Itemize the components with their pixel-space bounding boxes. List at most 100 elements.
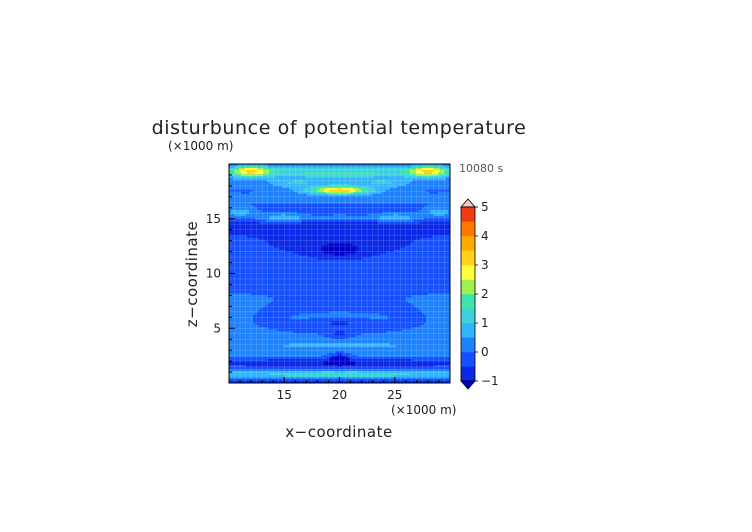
heatmap-cell xyxy=(323,199,326,203)
heatmap-cell xyxy=(301,241,304,244)
heatmap-cell xyxy=(443,229,447,232)
heatmap-cell xyxy=(361,181,364,185)
heatmap-cell xyxy=(231,177,234,181)
heatmap-cell xyxy=(263,207,266,211)
heatmap-cell xyxy=(335,227,338,230)
heatmap-cell xyxy=(421,179,425,183)
heatmap-cell xyxy=(355,235,358,238)
heatmap-cell xyxy=(239,221,242,225)
heatmap-cell xyxy=(375,183,378,187)
heatmap-cell xyxy=(241,173,244,177)
heatmap-cell xyxy=(407,183,411,187)
heatmap-cell xyxy=(323,239,326,242)
heatmap-cell xyxy=(319,183,322,187)
heatmap-cell xyxy=(333,233,336,236)
heatmap-cell xyxy=(377,165,380,169)
heatmap-cell xyxy=(291,171,294,175)
heatmap-cell xyxy=(239,229,242,232)
heatmap-cell xyxy=(399,223,403,227)
heatmap-cell xyxy=(329,227,332,230)
heatmap-cell xyxy=(339,231,342,234)
heatmap-cell xyxy=(257,189,260,193)
heatmap-cell xyxy=(371,189,374,193)
heatmap-cell xyxy=(343,249,346,252)
heatmap-cell xyxy=(229,249,232,252)
heatmap-cell xyxy=(375,219,378,223)
heatmap-cell xyxy=(367,225,370,229)
heatmap-cell xyxy=(389,239,393,242)
heatmap-cell xyxy=(301,171,304,175)
heatmap-cell xyxy=(345,205,348,209)
heatmap-cell xyxy=(373,227,376,230)
heatmap-cell xyxy=(243,199,246,203)
heatmap-cell xyxy=(427,251,431,254)
heatmap-cell xyxy=(273,243,276,246)
heatmap-cell xyxy=(295,213,298,217)
heatmap-cell xyxy=(379,195,382,199)
heatmap-cell xyxy=(327,241,330,244)
heatmap-cell xyxy=(373,164,376,167)
heatmap-cell xyxy=(235,233,238,236)
heatmap-cell xyxy=(331,201,334,205)
heatmap-cell xyxy=(247,165,250,169)
heatmap-cell xyxy=(393,197,397,201)
heatmap-cell xyxy=(281,209,284,213)
heatmap-cell xyxy=(421,169,425,173)
heatmap-cell xyxy=(407,247,411,250)
heatmap-cell xyxy=(439,209,443,213)
heatmap-cell xyxy=(259,189,262,193)
heatmap-cell xyxy=(341,187,344,191)
heatmap-cell xyxy=(241,207,244,211)
heatmap-cell xyxy=(387,241,391,244)
heatmap-cell xyxy=(323,169,326,173)
heatmap-cell xyxy=(229,219,232,223)
heatmap-cell xyxy=(369,164,372,167)
heatmap-cell xyxy=(341,201,344,205)
heatmap-cell xyxy=(293,169,296,173)
heatmap-cell xyxy=(365,203,368,207)
heatmap-cell xyxy=(283,213,286,217)
heatmap-cell xyxy=(351,191,354,195)
heatmap-cell xyxy=(343,251,346,254)
heatmap-cell xyxy=(379,177,382,181)
heatmap-cell xyxy=(257,243,260,246)
heatmap-cell xyxy=(233,191,236,195)
heatmap-cell xyxy=(377,249,380,252)
heatmap-cell xyxy=(279,193,282,197)
heatmap-cell xyxy=(279,221,282,225)
heatmap-cell xyxy=(265,205,268,209)
heatmap-cell xyxy=(421,219,425,223)
heatmap-cell xyxy=(375,231,378,234)
heatmap-cell xyxy=(399,213,403,217)
heatmap-cell xyxy=(293,179,296,183)
heatmap-cell xyxy=(431,243,435,246)
heatmap-cell xyxy=(289,193,292,197)
heatmap-cell xyxy=(291,211,294,215)
heatmap-cell xyxy=(311,249,314,252)
heatmap-cell xyxy=(291,203,294,207)
heatmap-cell xyxy=(337,165,340,169)
heatmap-cell xyxy=(393,207,397,211)
heatmap-cell xyxy=(275,235,278,238)
heatmap-cell xyxy=(387,187,391,191)
heatmap-cell xyxy=(323,167,326,171)
heatmap-cell xyxy=(347,239,350,242)
heatmap-cell xyxy=(371,199,374,203)
heatmap-cell xyxy=(345,191,348,195)
heatmap-cell xyxy=(401,199,405,203)
heatmap-cell xyxy=(261,191,264,195)
heatmap-cell xyxy=(401,181,405,185)
heatmap-cell xyxy=(359,195,362,199)
heatmap-cell xyxy=(253,233,256,236)
heatmap-cell xyxy=(323,213,326,217)
heatmap-cell xyxy=(241,199,244,203)
heatmap-cell xyxy=(307,225,310,229)
heatmap-cell xyxy=(435,193,439,197)
heatmap-cell xyxy=(437,209,441,213)
heatmap-cell xyxy=(259,205,262,209)
heatmap-cell xyxy=(439,171,443,175)
heatmap-cell xyxy=(245,241,248,244)
heatmap-cell xyxy=(405,164,409,167)
heatmap-cell xyxy=(433,203,437,207)
heatmap-cell xyxy=(317,187,320,191)
